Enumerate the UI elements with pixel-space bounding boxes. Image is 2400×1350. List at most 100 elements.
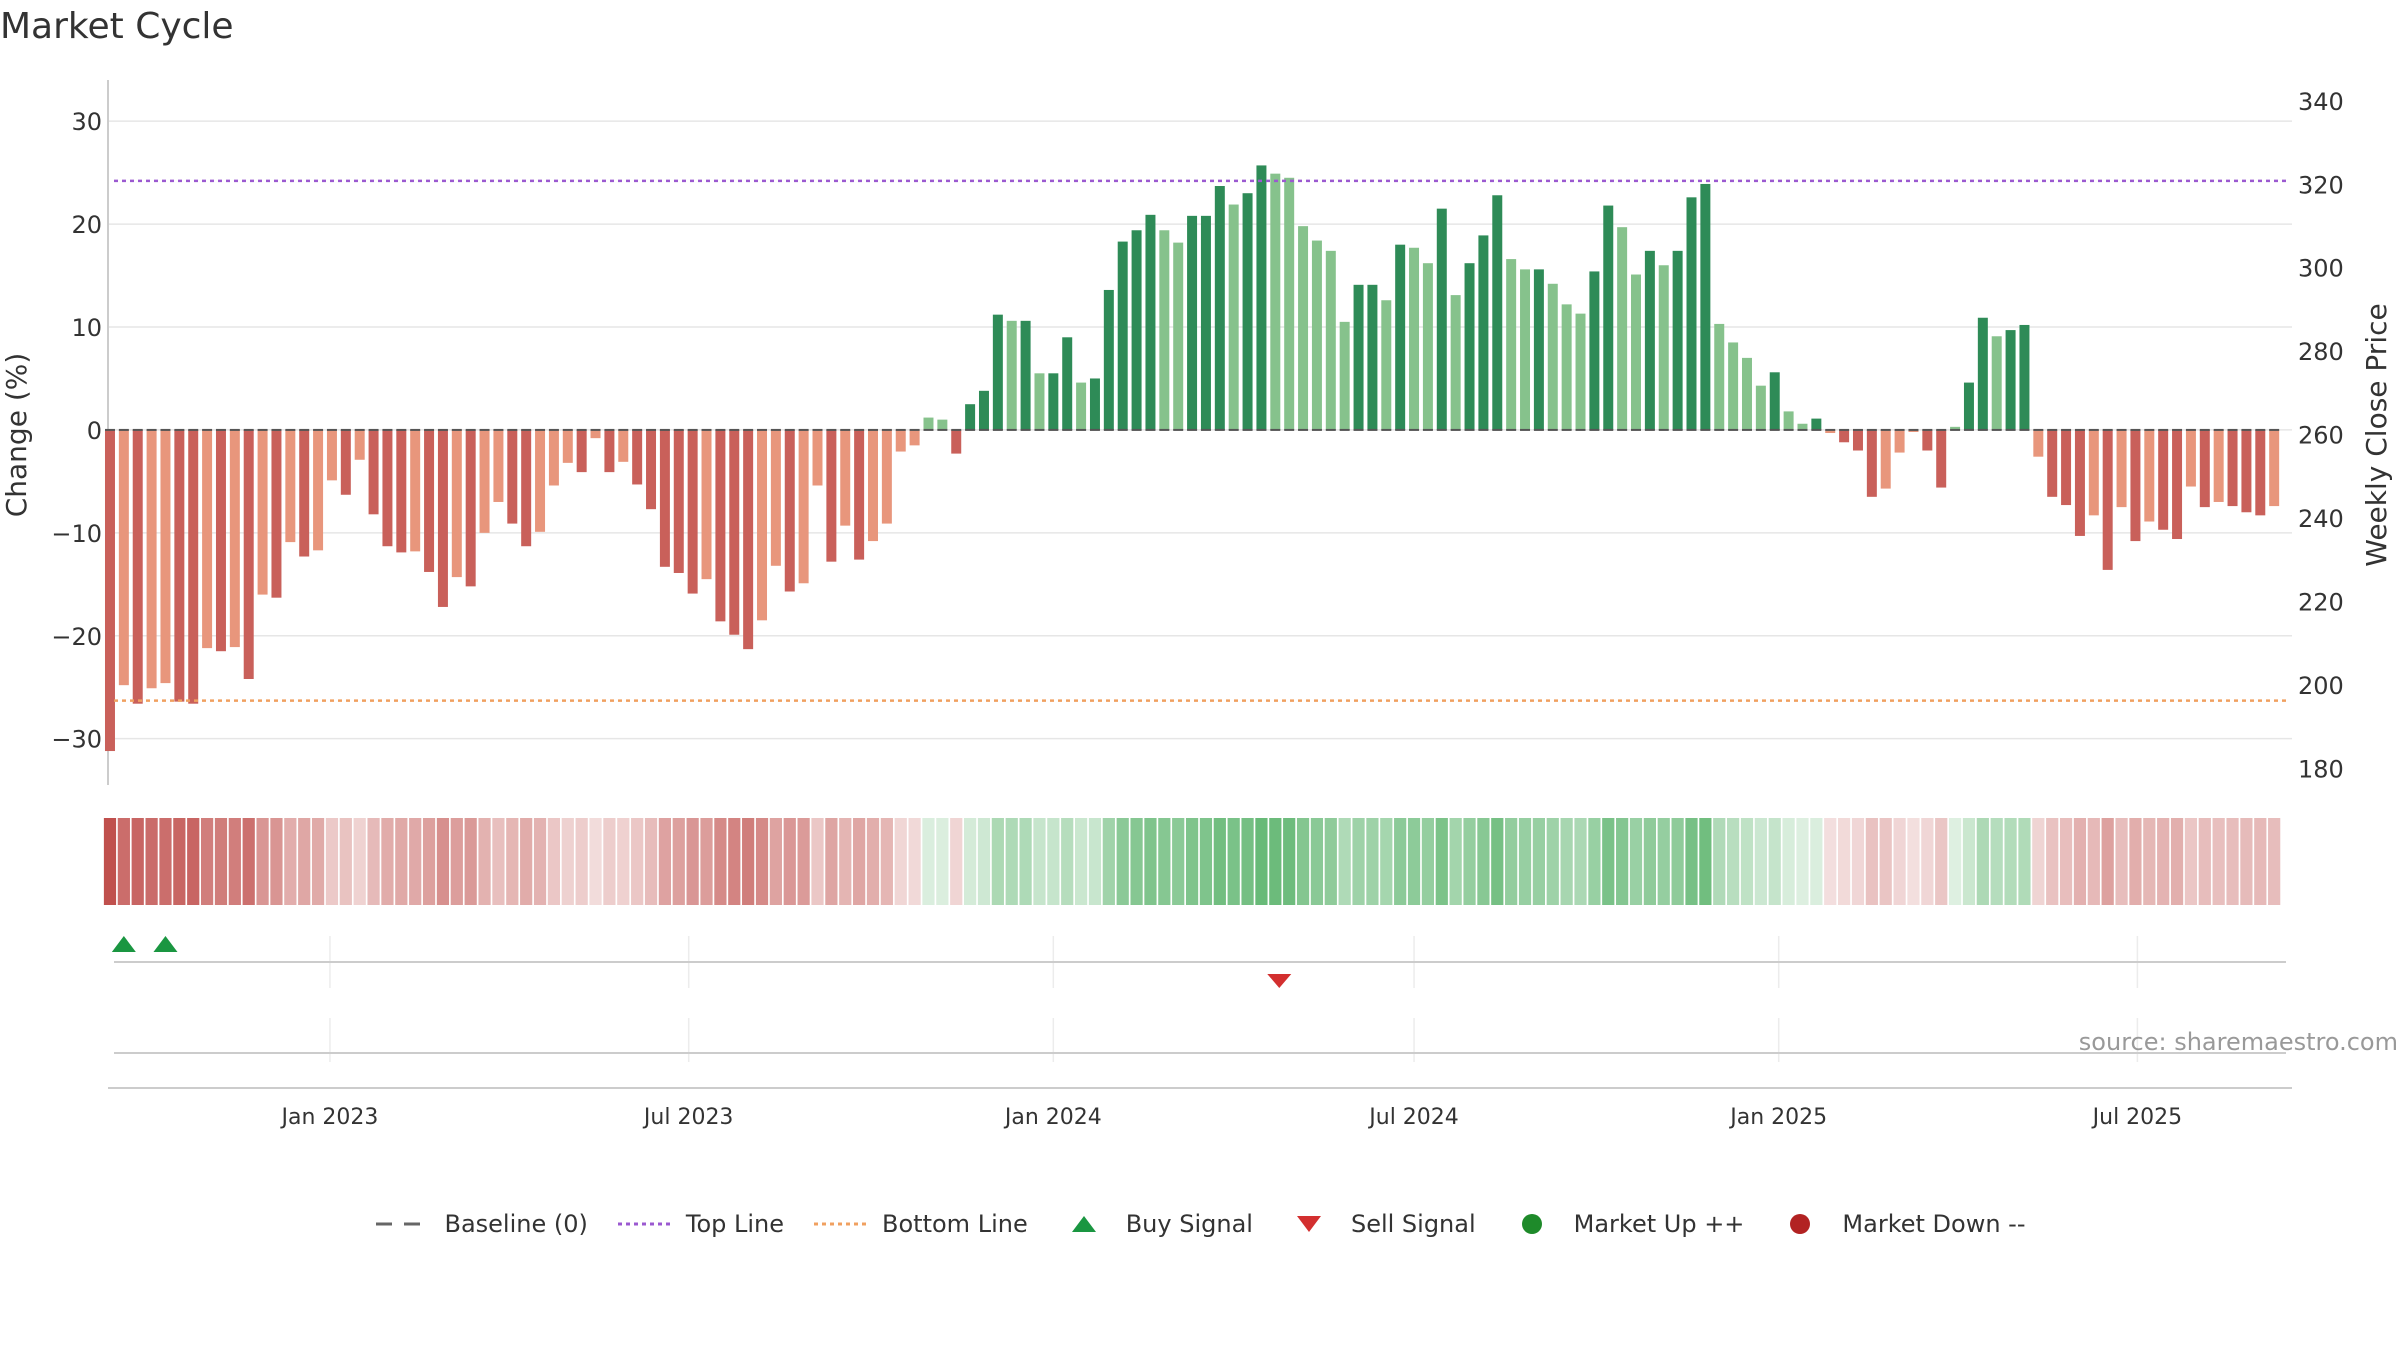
heat-cell [395, 818, 408, 905]
heat-cell [1602, 818, 1615, 905]
heat-cell [589, 818, 602, 905]
bar [937, 419, 948, 430]
bar [1852, 429, 1863, 451]
bar [854, 429, 865, 560]
heat-cell [658, 818, 672, 905]
heat-cell [1505, 818, 1518, 905]
bar [1006, 320, 1017, 430]
heat-cell [1435, 818, 1448, 905]
heat-cell [1074, 818, 1088, 905]
heat-cell [270, 818, 283, 905]
bar [1450, 295, 1461, 430]
legend-item: Baseline (0) [374, 1210, 588, 1238]
bar [757, 429, 768, 621]
y-right-tick-label: 220 [2298, 588, 2344, 616]
y-right-tick-label: 320 [2298, 171, 2344, 199]
bar [2033, 429, 2044, 457]
heat-cell [1338, 818, 1351, 905]
heat-cell [367, 818, 380, 905]
heat-cell [492, 818, 505, 905]
heat-cell [2184, 818, 2198, 905]
y-right-tick-label: 240 [2298, 505, 2344, 533]
bar [729, 429, 740, 635]
heat-cell [1463, 818, 1476, 905]
bar [965, 404, 976, 430]
bar [451, 429, 462, 578]
heat-cell [672, 818, 685, 905]
heat-cell [950, 818, 963, 905]
bar [2102, 429, 2113, 570]
bar [160, 429, 171, 684]
heat-cell [797, 818, 810, 905]
heat-cell [728, 818, 741, 905]
bar [1367, 284, 1378, 430]
heat-cell [991, 818, 1004, 905]
bar [1173, 242, 1184, 430]
bar [1880, 429, 1891, 489]
legend-label: Top Line [685, 1210, 785, 1238]
heat-cell [1685, 818, 1698, 905]
bar [215, 429, 226, 652]
bar [1631, 274, 1642, 430]
heat-cell [131, 818, 144, 905]
heat-cell [1061, 818, 1074, 905]
bar [271, 429, 282, 598]
heat-cell [422, 818, 436, 905]
bar [104, 429, 115, 752]
heat-cell [1296, 818, 1310, 905]
bar [1547, 283, 1558, 430]
legend-item: Market Down -- [1772, 1210, 2026, 1238]
heat-cell [2198, 818, 2211, 905]
bar [951, 429, 962, 454]
bar [1658, 265, 1669, 430]
bar [1644, 250, 1655, 430]
bar [2116, 429, 2127, 508]
bar [507, 429, 518, 524]
heat-cell [1879, 818, 1892, 905]
heat-cell [742, 818, 755, 905]
heat-cell [159, 818, 172, 905]
heat-cell [1532, 818, 1546, 905]
heat-cell [520, 818, 533, 905]
y-axis-title: Change (%) [0, 353, 33, 518]
heat-cell [1172, 818, 1185, 905]
heat-cell [1643, 818, 1656, 905]
heat-cell [450, 818, 463, 905]
bar [1228, 204, 1239, 430]
bar [618, 429, 629, 462]
bar [1256, 165, 1267, 430]
bar [1422, 263, 1433, 430]
heat-cell [2046, 818, 2059, 905]
x-tick-label: Jul 2025 [2091, 1105, 2183, 1130]
heat-cell [2170, 818, 2184, 905]
heat-cell [2254, 818, 2267, 905]
heat-cell [1893, 818, 1906, 905]
heat-cell [1130, 818, 1143, 905]
heat-cell [1116, 818, 1129, 905]
bar [1214, 186, 1225, 430]
y-tick-label: 10 [71, 314, 102, 342]
bar [784, 429, 795, 592]
bar [2199, 429, 2210, 508]
bar [1353, 284, 1364, 430]
heat-cell [103, 818, 117, 905]
bar [743, 429, 754, 650]
heat-cell [464, 818, 477, 905]
line-icon [617, 1222, 670, 1226]
heat-cell [1144, 818, 1157, 905]
x-tick-label: Jan 2024 [1003, 1105, 1102, 1130]
heat-cell [839, 818, 852, 905]
bar [1464, 263, 1475, 430]
heat-cell [1657, 818, 1670, 905]
legend-item: Bottom Line [812, 1210, 1028, 1238]
heat-cell [783, 818, 796, 905]
heat-cell [894, 818, 907, 905]
bar [1811, 418, 1822, 430]
bar [590, 429, 601, 439]
circle-icon [1521, 1214, 1542, 1234]
heat-cell [714, 818, 727, 905]
bar [632, 429, 643, 485]
bar [2144, 429, 2155, 522]
heat-cell [214, 818, 228, 905]
legend-label: Buy Signal [1125, 1210, 1253, 1238]
